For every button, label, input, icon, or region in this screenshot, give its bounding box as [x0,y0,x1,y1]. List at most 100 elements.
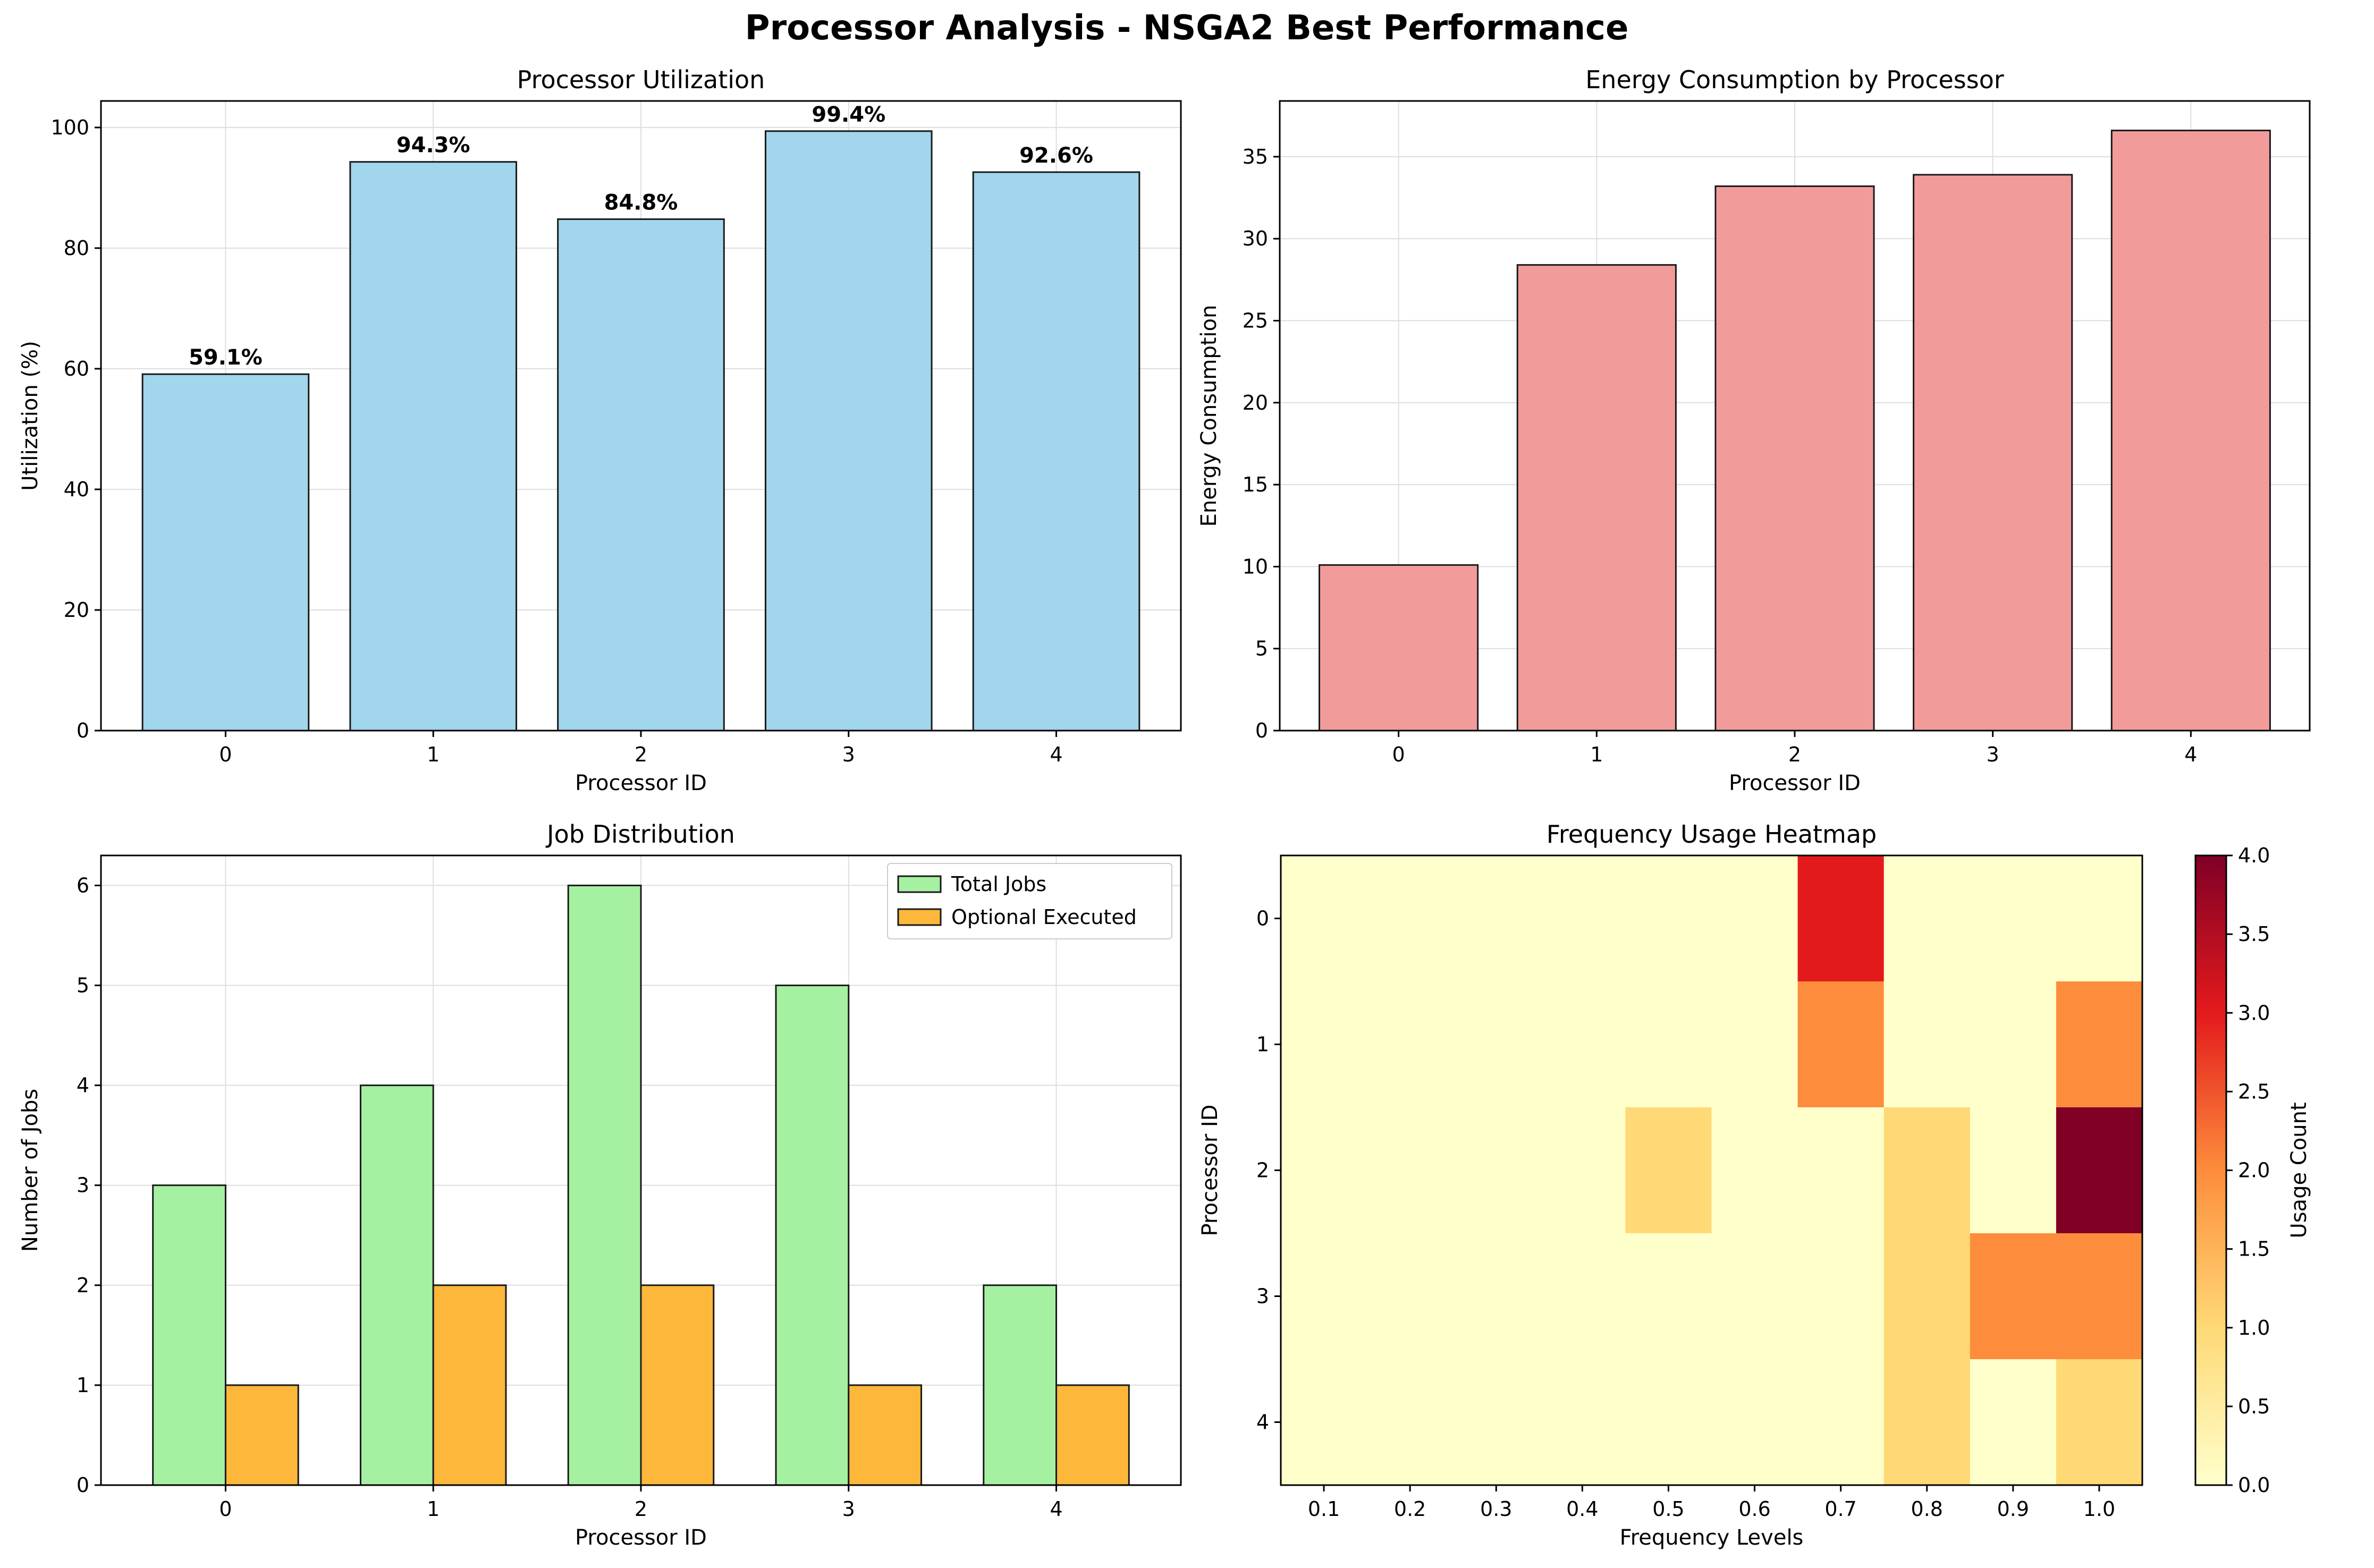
y-tick-label: 5 [77,974,89,997]
bar [1319,564,1479,732]
heatmap-cell [1970,1107,2057,1234]
legend-label: Optional Executed [951,905,1137,929]
x-tick-label: 0.9 [1997,1497,2029,1521]
utilization-chart: 59.1% 94.3% 84.8% 99.4% 92.6% 0 20 40 60 80 100 0 1 2… [18,65,1182,795]
x-tick-label: 3 [1987,743,1999,766]
heatmap-cell [1281,981,1367,1108]
bar [972,171,1140,732]
colorbar-tick-label: 3.5 [2238,922,2270,946]
x-tick-label: 0.7 [1824,1497,1856,1521]
y-axis-label: Energy Consumption [1197,305,1221,527]
y-tick-label: 2 [77,1274,89,1297]
heatmap-cell [1281,1359,1367,1486]
heatmap-cell [1970,981,2057,1108]
heatmap-cell [1367,1359,1454,1486]
heatmap-cell [1797,1107,1885,1234]
y-axis-label: Processor ID [1198,1105,1222,1236]
heatmap-cell [1970,855,2057,982]
legend-box [887,863,1172,939]
heatmap-cell [2056,1107,2143,1234]
y-tick-label: 3 [1256,1285,1269,1308]
heatmap-cell [1367,1107,1454,1234]
y-axis-label: Number of Jobs [18,1089,43,1252]
y-tick-label: 100 [50,116,89,139]
heatmap-cell [1711,981,1798,1108]
colorbar-tick-label: 1.5 [2238,1238,2270,1261]
bar-optional-executed [640,1284,715,1486]
heatmap-cell [1367,1233,1454,1360]
colorbar-tick-label: 2.0 [2238,1159,2270,1182]
x-tick-label: 4 [2184,743,2197,766]
heatmap-cell [1711,1107,1798,1234]
heatmap-cell [2056,1233,2143,1360]
x-tick-label: 0 [1392,743,1405,766]
panel-title: Energy Consumption by Processor [1585,65,2004,94]
y-tick-label: 0 [1255,719,1268,742]
x-tick-label: 3 [842,1497,855,1521]
heatmap-cell [1625,855,1712,982]
heatmap-cell [1883,981,1971,1108]
bar-total-jobs [567,884,642,1486]
legend-swatch [897,875,942,893]
heatmap-cell [1883,1107,1971,1234]
bar-total-jobs [359,1084,434,1486]
heatmap-cell [1539,981,1626,1108]
heatmap-cell [1625,1233,1712,1360]
x-axis-label: Processor ID [1729,771,1861,795]
x-tick-label: 2 [1788,743,1801,766]
data-label: 84.8% [604,190,678,215]
heatmap-cell [1883,1359,1971,1486]
colorbar-tick-label: 2.5 [2238,1080,2270,1103]
heatmap-cell [2056,1359,2143,1486]
heatmap-cell [1883,1233,1971,1360]
x-axis-label: Processor ID [575,1525,707,1550]
y-tick-label: 5 [1255,637,1268,660]
x-tick-label: 2 [635,1497,647,1521]
y-tick-label: 15 [1243,473,1268,496]
heatmap-cell [1367,981,1454,1108]
y-tick-label: 0 [77,719,89,742]
data-label: 59.1% [189,345,263,370]
y-tick-label: 20 [64,598,89,622]
x-tick-label: 0.8 [1911,1497,1943,1521]
heatmap-cell [1797,1359,1885,1486]
bar [1913,174,2073,732]
y-tick-label: 4 [77,1074,89,1097]
heatmap-cell [1453,1359,1540,1486]
heatmap-cell [2056,981,2143,1108]
y-tick-label: 0 [77,1473,89,1497]
y-tick-label: 4 [1256,1411,1269,1434]
figure-title: Processor Analysis - NSGA2 Best Performa… [745,9,1629,48]
heatmap-cell [1883,855,1971,982]
heatmap-cell [1797,981,1885,1108]
frequency-heatmap: 0.1 0.2 0.3 0.4 0.5 0.6 0.7 0.8 0.9 1.0 0 1 2 3 4 Frequ… [1198,820,2311,1550]
data-label: 94.3% [396,133,470,158]
x-axis-label: Processor ID [575,771,707,795]
panel-title: Frequency Usage Heatmap [1547,820,1877,849]
heatmap-cell [1281,1233,1367,1360]
heatmap-cell [1970,1359,2057,1486]
heatmap-cell [1970,1233,2057,1360]
y-tick-label: 6 [77,874,89,897]
colorbar-tick-label: 3.0 [2238,1001,2270,1024]
heatmap-cell [1539,1233,1626,1360]
x-tick-label: 1 [427,743,440,766]
heatmap-cell [1625,981,1712,1108]
y-tick-label: 3 [77,1174,89,1197]
heatmap-cell [1453,981,1540,1108]
bar [557,218,725,732]
x-tick-label: 3 [842,743,855,766]
heatmap-cell [1367,855,1454,982]
x-tick-label: 0.6 [1738,1497,1770,1521]
heatmap-cell [1539,1359,1626,1486]
bar-optional-executed [848,1384,923,1486]
y-tick-label: 0 [1256,907,1269,930]
x-tick-label: 4 [1050,1497,1062,1521]
y-tick-label: 25 [1243,309,1268,333]
x-tick-label: 1 [427,1497,440,1521]
colorbar-tick-label: 1.0 [2238,1316,2270,1340]
y-tick-label: 20 [1243,391,1268,414]
bar-total-jobs [775,985,850,1486]
colorbar-tick-label: 0.5 [2238,1395,2270,1418]
legend-swatch [897,908,942,926]
